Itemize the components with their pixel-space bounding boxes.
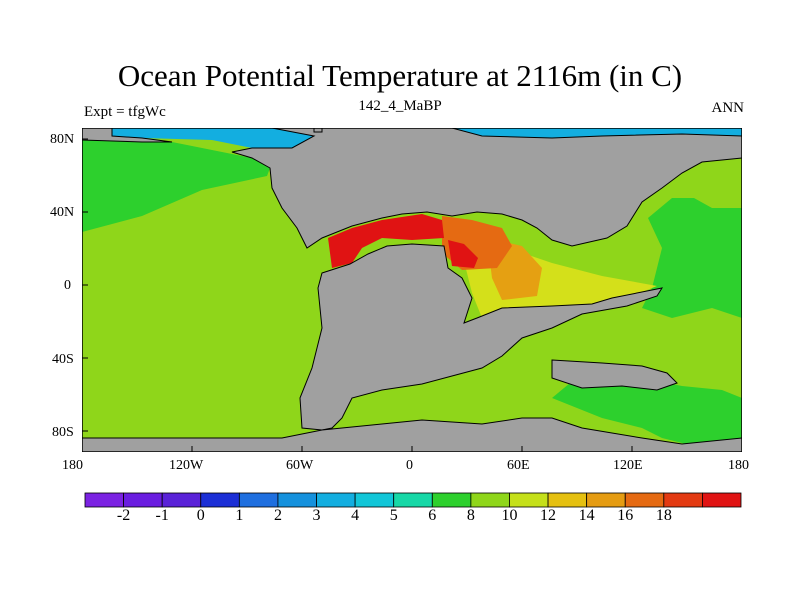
colorbar-swatch xyxy=(586,492,626,508)
colorbar-swatch xyxy=(354,492,395,508)
antarctic-landmass xyxy=(82,417,742,452)
x-tick-label: 120W xyxy=(169,458,204,473)
x-tick-label: 60W xyxy=(286,458,314,473)
southern-ocean-green-region xyxy=(552,373,742,448)
x-tick-label: 60E xyxy=(507,458,530,473)
colorbar-swatch xyxy=(123,492,163,508)
colorbar-label: 1 xyxy=(235,507,244,524)
colorbar-label: 3 xyxy=(312,507,321,524)
island xyxy=(313,128,323,133)
colorbar-swatch xyxy=(547,492,588,508)
colorbar-swatch xyxy=(316,492,356,508)
colorbar-label: 4 xyxy=(351,507,360,524)
colorbar-label: 10 xyxy=(501,507,518,524)
colorbar-label: 2 xyxy=(273,507,282,524)
arctic-landmass-west xyxy=(82,128,173,143)
colorbar-swatch xyxy=(84,492,124,508)
colorbar-label: 0 xyxy=(196,507,205,524)
arctic-cold-region xyxy=(112,128,322,148)
colorbar-swatch xyxy=(509,492,549,508)
colorbar-swatch xyxy=(238,492,279,508)
period-label: ANN xyxy=(711,100,745,116)
y-tick-label: 40S xyxy=(52,352,74,367)
y-tick-label: 80N xyxy=(50,132,75,147)
y-tick-label: 0 xyxy=(64,278,71,293)
x-tick-label: 180 xyxy=(62,458,83,473)
continents xyxy=(82,128,742,452)
axis-ticks xyxy=(82,138,742,452)
northern-landmass xyxy=(231,128,742,249)
colorbar-label: 16 xyxy=(617,507,634,524)
x-tick-label: 180 xyxy=(728,458,749,473)
arctic-cold-region-east xyxy=(452,128,742,138)
colorbar-swatch xyxy=(277,492,317,508)
colorbar-label: 12 xyxy=(540,507,557,524)
colorbar-label: -1 xyxy=(155,507,169,524)
gondwana-landmass xyxy=(299,243,664,431)
y-tick-label: 40N xyxy=(50,205,75,220)
eastern-ocean-green-region xyxy=(642,198,742,318)
colorbar-swatch xyxy=(663,492,703,508)
colorbar-label: 18 xyxy=(655,507,672,524)
north-pacific-warm-region xyxy=(82,140,270,232)
tethys-red-patch xyxy=(448,240,478,268)
southern-landmass xyxy=(551,359,678,391)
colorbar-label: 14 xyxy=(578,507,595,524)
colorbar-swatch xyxy=(161,492,202,508)
colorbar-swatch xyxy=(393,492,433,508)
y-tick-label: 80S xyxy=(52,425,74,440)
colorbar-swatch xyxy=(431,492,472,508)
colorbar-label: 5 xyxy=(389,507,398,524)
x-tick-label: 120E xyxy=(613,458,643,473)
colorbar-swatch xyxy=(200,492,240,508)
colorbar-swatch xyxy=(470,492,510,508)
colorbar-label: -2 xyxy=(116,507,131,524)
colorbar-label: 8 xyxy=(466,507,475,524)
experiment-label: Expt = tfgWc xyxy=(84,104,166,120)
age-label: 142_4_MaBP xyxy=(358,98,442,114)
map-title: Ocean Potential Temperature at 2116m (in… xyxy=(117,58,683,93)
temperature-map xyxy=(82,128,742,452)
colorbar-swatch xyxy=(702,492,742,508)
colorbar-label: 6 xyxy=(428,507,437,524)
colorbar xyxy=(84,492,742,508)
colorbar-swatch xyxy=(624,492,665,508)
x-tick-label: 0 xyxy=(406,458,413,473)
tethys-red-region xyxy=(328,214,444,268)
